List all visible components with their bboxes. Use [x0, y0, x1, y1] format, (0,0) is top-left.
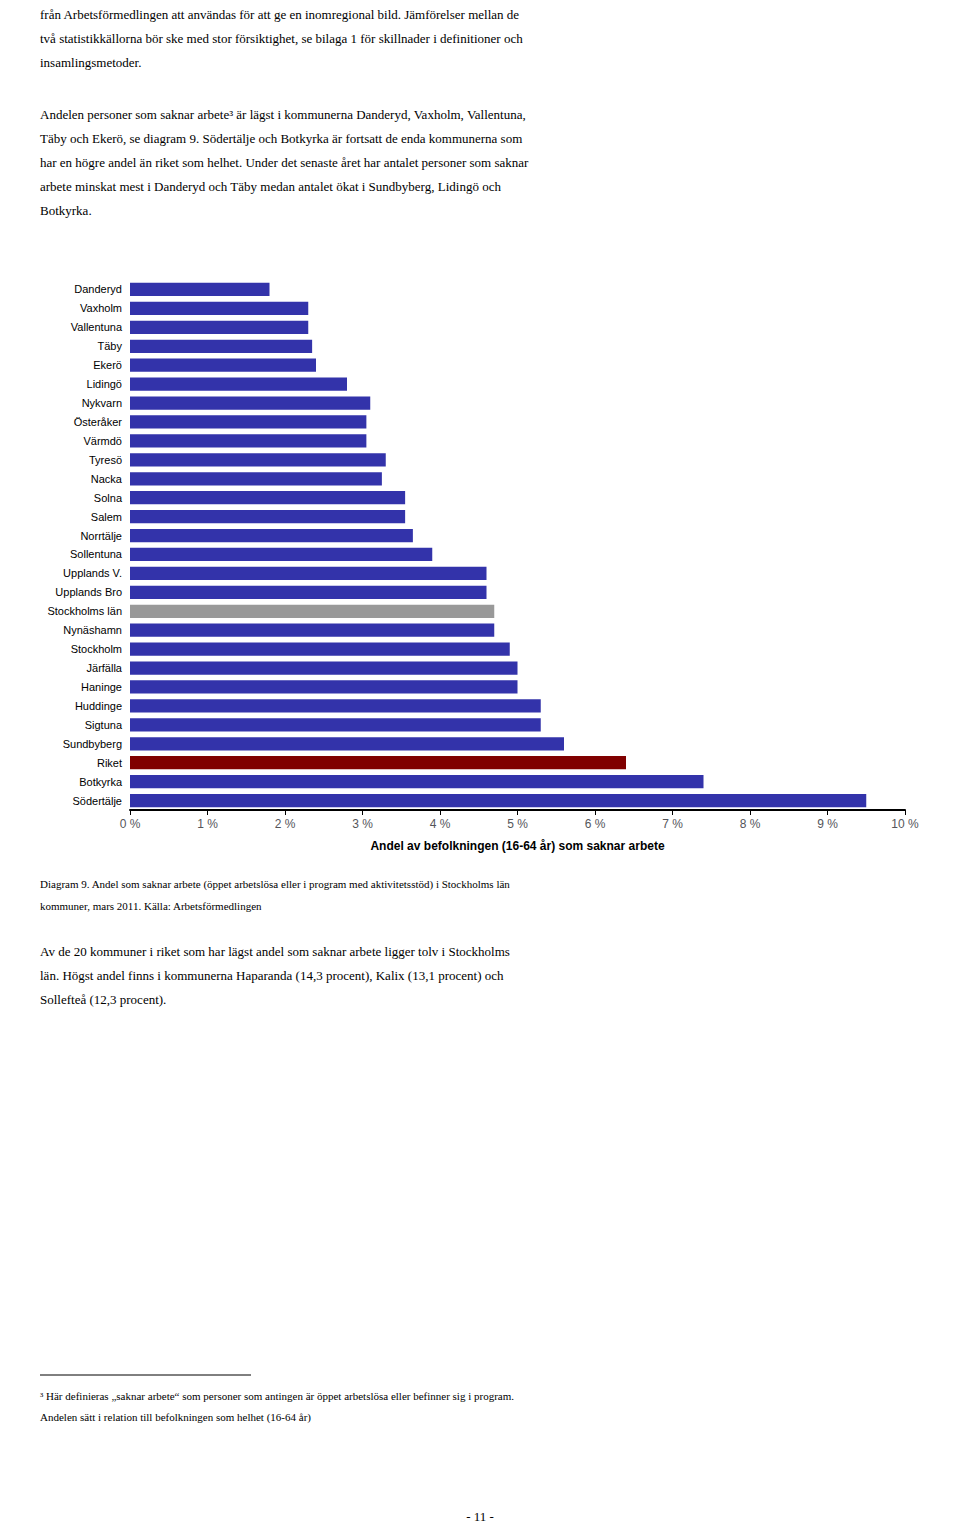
svg-text:Andelen personer som saknar ar: Andelen personer som saknar arbete³ är l… — [40, 107, 526, 122]
svg-text:Tyresö: Tyresö — [89, 454, 122, 466]
svg-text:Salem: Salem — [91, 511, 122, 523]
svg-text:Järfälla: Järfälla — [87, 662, 123, 674]
svg-text:5 %: 5 % — [507, 817, 528, 831]
svg-text:två statistikkällorna bör ske: två statistikkällorna bör ske med stor f… — [40, 31, 523, 46]
svg-text:län. Högst andel finns i kommu: län. Högst andel finns i kommunerna Hapa… — [40, 968, 504, 983]
svg-text:Haninge: Haninge — [81, 681, 122, 693]
svg-text:Andel av befolkningen (16-64 å: Andel av befolkningen (16-64 år) som sak… — [370, 839, 664, 853]
svg-text:9 %: 9 % — [817, 817, 838, 831]
svg-text:Sollefteå (12,3 procent).: Sollefteå (12,3 procent). — [40, 992, 166, 1007]
svg-text:Värmdö: Värmdö — [83, 435, 122, 447]
svg-text:6 %: 6 % — [585, 817, 606, 831]
svg-text:Norrtälje: Norrtälje — [80, 530, 122, 542]
svg-text:8 %: 8 % — [740, 817, 761, 831]
svg-text:Täby: Täby — [98, 340, 123, 352]
svg-text:Täby och Ekerö, se diagram 9.: Täby och Ekerö, se diagram 9. Södertälje… — [40, 131, 522, 146]
svg-text:Upplands V.: Upplands V. — [63, 567, 122, 579]
svg-text:4 %: 4 % — [430, 817, 451, 831]
svg-text:Av de 20 kommuner i riket som: Av de 20 kommuner i riket som har lägst … — [40, 944, 510, 959]
svg-text:Botkyrka: Botkyrka — [79, 776, 123, 788]
svg-text:7 %: 7 % — [662, 817, 683, 831]
svg-text:Sundbyberg: Sundbyberg — [63, 738, 122, 750]
svg-text:- 11 -: - 11 - — [466, 1509, 494, 1524]
svg-text:Andelen sätt i relation till b: Andelen sätt i relation till befolkninge… — [40, 1411, 311, 1424]
svg-text:Nynäshamn: Nynäshamn — [63, 624, 122, 636]
svg-text:Upplands Bro: Upplands Bro — [55, 586, 122, 598]
svg-text:³ Här definieras „saknar arbet: ³ Här definieras „saknar arbete“ som per… — [40, 1390, 514, 1402]
svg-text:1 %: 1 % — [197, 817, 218, 831]
svg-text:10 %: 10 % — [891, 817, 919, 831]
svg-text:Riket: Riket — [97, 757, 122, 769]
svg-text:Vaxholm: Vaxholm — [80, 302, 122, 314]
svg-text:Sollentuna: Sollentuna — [70, 548, 123, 560]
svg-text:Vallentuna: Vallentuna — [71, 321, 123, 333]
svg-text:Botkyrka.: Botkyrka. — [40, 203, 92, 218]
svg-text:Södertälje: Södertälje — [72, 795, 122, 807]
svg-text:Österåker: Österåker — [74, 416, 123, 428]
svg-text:har en högre andel än riket so: har en högre andel än riket som helhet. … — [40, 155, 529, 170]
svg-text:från Arbetsförmedlingen att an: från Arbetsförmedlingen att användas för… — [40, 7, 519, 22]
svg-text:Nacka: Nacka — [91, 473, 123, 485]
svg-text:Ekerö: Ekerö — [93, 359, 122, 371]
svg-text:insamlingsmetoder.: insamlingsmetoder. — [40, 55, 141, 70]
svg-text:2 %: 2 % — [275, 817, 296, 831]
svg-text:Nykvarn: Nykvarn — [82, 397, 122, 409]
svg-text:Sigtuna: Sigtuna — [85, 719, 123, 731]
svg-text:arbete minskat mest i Danderyd: arbete minskat mest i Danderyd och Täby … — [40, 179, 501, 194]
svg-text:Stockholms län: Stockholms län — [47, 605, 122, 617]
svg-text:Lidingö: Lidingö — [87, 378, 122, 390]
svg-text:Solna: Solna — [94, 492, 123, 504]
svg-text:Diagram 9. Andel som saknar ar: Diagram 9. Andel som saknar arbete (öppe… — [40, 878, 510, 891]
svg-text:3 %: 3 % — [352, 817, 373, 831]
svg-text:kommuner, mars 2011. Källa: Ar: kommuner, mars 2011. Källa: Arbetsförmed… — [40, 900, 262, 912]
svg-text:Danderyd: Danderyd — [74, 283, 122, 295]
svg-text:Huddinge: Huddinge — [75, 700, 122, 712]
svg-text:Stockholm: Stockholm — [71, 643, 122, 655]
svg-text:0 %: 0 % — [120, 817, 141, 831]
